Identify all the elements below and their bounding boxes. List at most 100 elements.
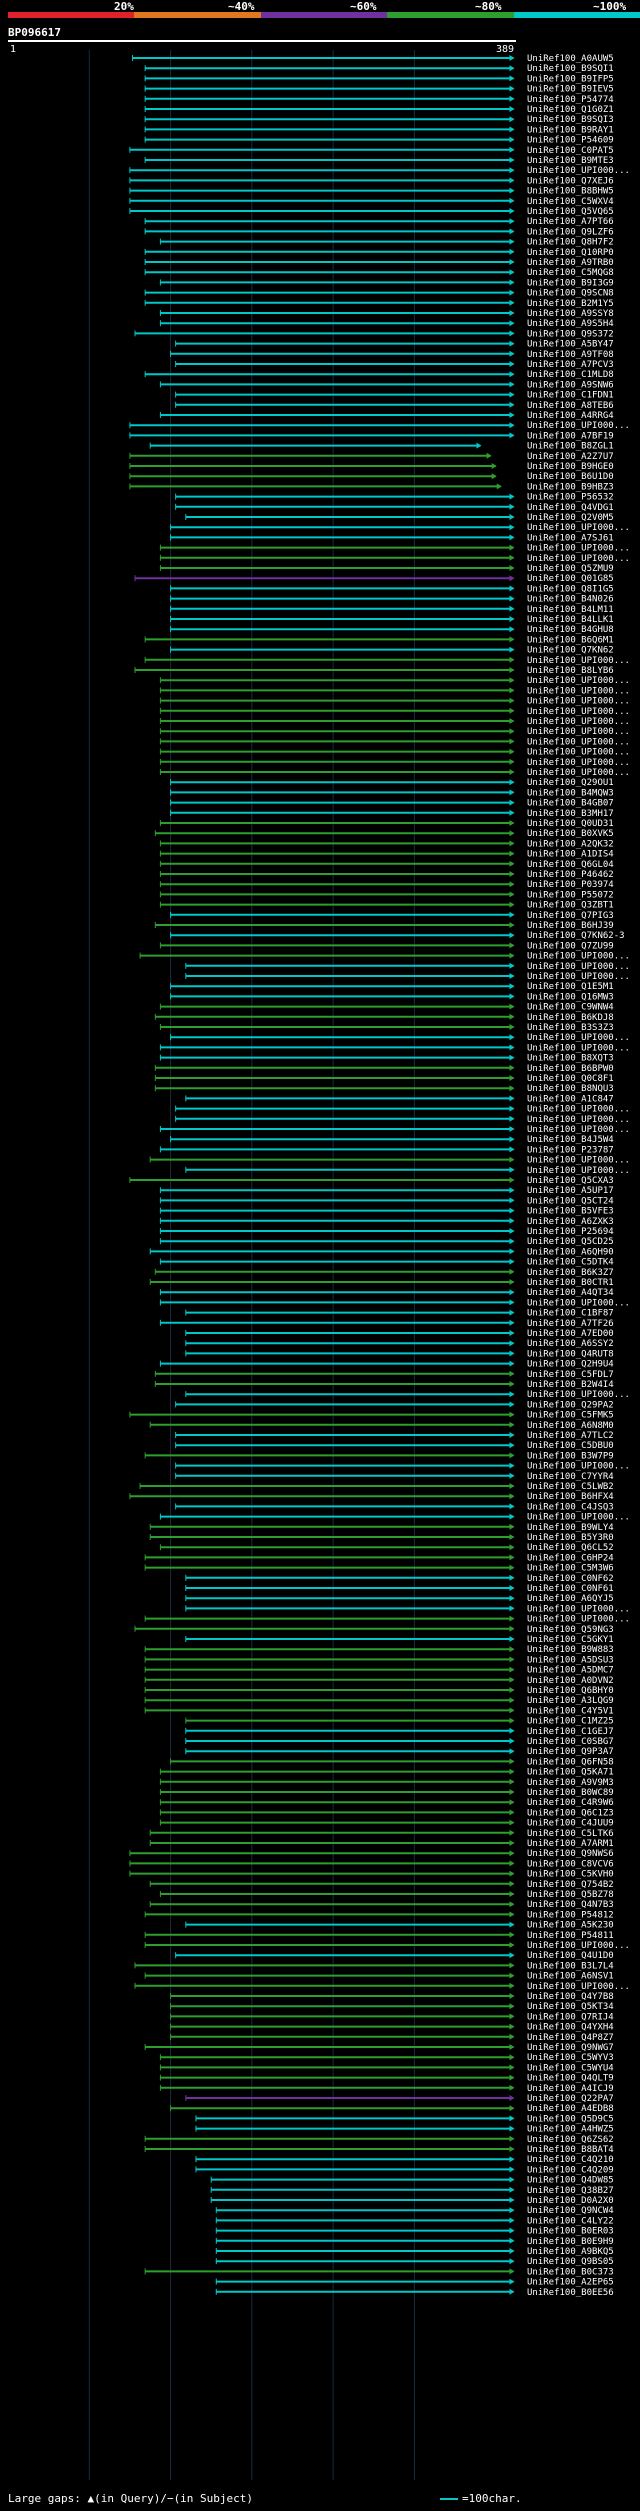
hit-label[interactable]: UniRef100_UPI000... [527,544,630,554]
hit-label[interactable]: UniRef100_B9HGE0 [527,462,614,472]
hit-label[interactable]: UniRef100_Q9NWS6 [527,1849,614,1859]
hit-label[interactable]: UniRef100_Q6GL04 [527,860,614,870]
hit-label[interactable]: UniRef100_B0ER03 [527,2227,614,2237]
hit-label[interactable]: UniRef100_C0NF61 [527,1584,614,1594]
hit-label[interactable]: UniRef100_B8LYB6 [527,666,614,676]
hit-label[interactable]: UniRef100_A3LQG9 [527,1696,614,1706]
hit-label[interactable]: UniRef100_UPI000... [527,686,630,696]
hit-label[interactable]: UniRef100_B6KDJ8 [527,1013,614,1023]
hit-label[interactable]: UniRef100_Q6FN58 [527,1757,614,1767]
hit-label[interactable]: UniRef100_A9V9M3 [527,1778,614,1788]
hit-label[interactable]: UniRef100_UPI000... [527,656,630,666]
hit-label[interactable]: UniRef100_UPI000... [527,1298,630,1308]
hit-label[interactable]: UniRef100_Q22PA7 [527,2094,614,2104]
hit-label[interactable]: UniRef100_Q7ZU99 [527,941,614,951]
hit-label[interactable]: UniRef100_Q2V0M5 [527,513,614,523]
hit-label[interactable]: UniRef100_A7PT66 [527,217,614,227]
hit-label[interactable]: UniRef100_A2Z7U7 [527,452,614,462]
hit-label[interactable]: UniRef100_A4RRG4 [527,411,614,421]
hit-label[interactable]: UniRef100_A7PCV3 [527,360,614,370]
hit-label[interactable]: UniRef100_P25694 [527,1227,614,1237]
hit-label[interactable]: UniRef100_B5Y3R0 [527,1533,614,1543]
hit-label[interactable]: UniRef100_C5KVH0 [527,1870,614,1880]
hit-label[interactable]: UniRef100_B0WC89 [527,1788,614,1798]
hit-label[interactable]: UniRef100_Q4YXH4 [527,2023,614,2033]
hit-label[interactable]: UniRef100_A9TF08 [527,350,614,360]
hit-label[interactable]: UniRef100_A5BY47 [527,340,614,350]
hit-label[interactable]: UniRef100_P54812 [527,1910,614,1920]
hit-label[interactable]: UniRef100_A6SSY2 [527,1339,614,1349]
hit-label[interactable]: UniRef100_B9I3G9 [527,278,614,288]
hit-label[interactable]: UniRef100_B6Q6M1 [527,635,614,645]
hit-label[interactable]: UniRef100_UPI000... [527,1941,630,1951]
hit-label[interactable]: UniRef100_C5WYU4 [527,2063,614,2073]
hit-label[interactable]: UniRef100_A9TRB0 [527,258,614,268]
hit-label[interactable]: UniRef100_A6QYJ5 [527,1594,614,1604]
hit-label[interactable]: UniRef100_Q6CL52 [527,1543,614,1553]
hit-label[interactable]: UniRef100_Q38B27 [527,2186,614,2196]
hit-label[interactable]: UniRef100_A0AUW5 [527,54,614,64]
hit-label[interactable]: UniRef100_B9SQI1 [527,64,614,74]
hit-label[interactable]: UniRef100_B3W7P9 [527,1451,614,1461]
hit-label[interactable]: UniRef100_Q9S372 [527,329,614,339]
hit-label[interactable]: UniRef100_A7SJ61 [527,533,614,543]
hit-label[interactable]: UniRef100_Q5D9C5 [527,2114,614,2124]
hit-label[interactable]: UniRef100_Q5BZ78 [527,1890,614,1900]
hit-label[interactable]: UniRef100_Q5KA71 [527,1768,614,1778]
hit-label[interactable]: UniRef100_A9SSY8 [527,309,614,319]
hit-label[interactable]: UniRef100_Q2H9U4 [527,1360,614,1370]
hit-label[interactable]: UniRef100_UPI000... [527,676,630,686]
hit-label[interactable]: UniRef100_UPI000... [527,952,630,962]
hit-label[interactable]: UniRef100_UPI000... [527,748,630,758]
hit-label[interactable]: UniRef100_A4HWZ5 [527,2125,614,2135]
hit-label[interactable]: UniRef100_UPI000... [527,554,630,564]
hit-label[interactable]: UniRef100_C8VCV6 [527,1859,614,1869]
hit-label[interactable]: UniRef100_A7TLC2 [527,1431,614,1441]
hit-label[interactable]: UniRef100_Q754B2 [527,1880,614,1890]
hit-label[interactable]: UniRef100_C5FDL7 [527,1370,614,1380]
hit-label[interactable]: UniRef100_A7ARM1 [527,1839,614,1849]
hit-label[interactable]: UniRef100_B9W883 [527,1645,614,1655]
hit-label[interactable]: UniRef100_Q5CD25 [527,1237,614,1247]
hit-label[interactable]: UniRef100_B4J5W4 [527,1135,614,1145]
hit-label[interactable]: UniRef100_B9IFP5 [527,74,614,84]
hit-label[interactable]: UniRef100_C6HP24 [527,1553,614,1563]
hit-label[interactable]: UniRef100_Q29OU1 [527,778,614,788]
hit-label[interactable]: UniRef100_A9S5H4 [527,319,614,329]
hit-label[interactable]: UniRef100_Q4RUT8 [527,1349,614,1359]
hit-label[interactable]: UniRef100_C1FDN1 [527,391,614,401]
hit-label[interactable]: UniRef100_UPI000... [527,166,630,176]
hit-label[interactable]: UniRef100_C5FMK5 [527,1411,614,1421]
hit-label[interactable]: UniRef100_Q3ZBT1 [527,901,614,911]
hit-label[interactable]: UniRef100_Q8H7F2 [527,238,614,248]
hit-label[interactable]: UniRef100_Q9BS05 [527,2257,614,2267]
hit-label[interactable]: UniRef100_C1MLD8 [527,370,614,380]
hit-label[interactable]: UniRef100_Q5CXA3 [527,1176,614,1186]
hit-label[interactable]: UniRef100_Q6C1Z3 [527,1808,614,1818]
hit-label[interactable]: UniRef100_Q9P3A7 [527,1747,614,1757]
hit-label[interactable]: UniRef100_UPI000... [527,707,630,717]
hit-label[interactable]: UniRef100_A9SNW6 [527,380,614,390]
hit-label[interactable]: UniRef100_B4N026 [527,595,614,605]
hit-label[interactable]: UniRef100_Q6BHY0 [527,1686,614,1696]
hit-label[interactable]: UniRef100_C5GKY1 [527,1635,614,1645]
hit-label[interactable]: UniRef100_B9IEV5 [527,85,614,95]
hit-label[interactable]: UniRef100_Q7XEJ6 [527,176,614,186]
hit-label[interactable]: UniRef100_UPI000... [527,727,630,737]
hit-label[interactable]: UniRef100_Q4P8Z7 [527,2033,614,2043]
hit-label[interactable]: UniRef100_B2W4I4 [527,1380,614,1390]
hit-label[interactable]: UniRef100_UPI000... [527,1390,630,1400]
hit-label[interactable]: UniRef100_A5K230 [527,1921,614,1931]
hit-label[interactable]: UniRef100_C5WYV3 [527,2053,614,2063]
hit-label[interactable]: UniRef100_C1MZ25 [527,1717,614,1727]
hit-label[interactable]: UniRef100_C7YYR4 [527,1472,614,1482]
hit-label[interactable]: UniRef100_B3MH17 [527,809,614,819]
hit-label[interactable]: UniRef100_C5DBU0 [527,1441,614,1451]
hit-label[interactable]: UniRef100_UPI000... [527,421,630,431]
hit-label[interactable]: UniRef100_A7TF26 [527,1319,614,1329]
hit-label[interactable]: UniRef100_Q5VQ65 [527,207,614,217]
hit-label[interactable]: UniRef100_B6BPW0 [527,1064,614,1074]
hit-label[interactable]: UniRef100_UPI000... [527,1156,630,1166]
hit-label[interactable]: UniRef100_Q6ZS62 [527,2135,614,2145]
hit-label[interactable]: UniRef100_UPI000... [527,972,630,982]
